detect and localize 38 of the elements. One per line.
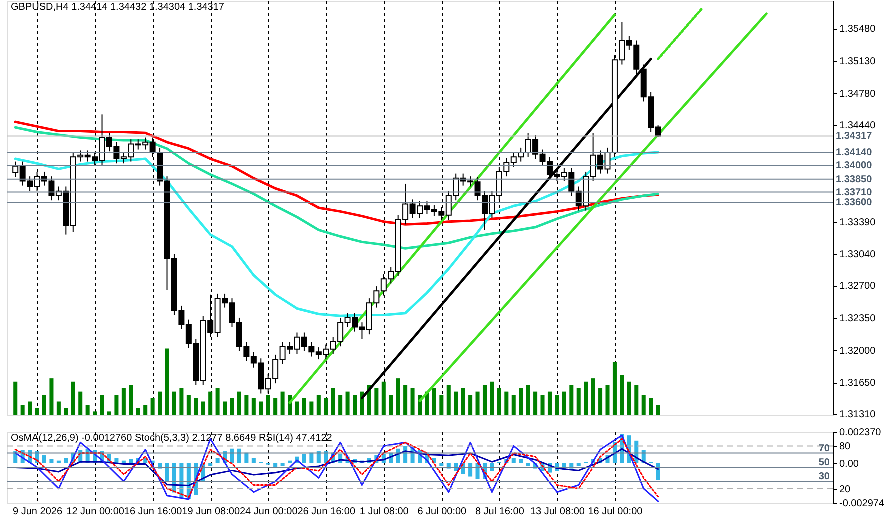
ref-line-label: 1.33850 [836,174,873,186]
ref-line-label: 70 [818,443,830,454]
y-tick-label: 0.00 [840,458,860,470]
x-tick-label: 19 Jun 08:00 [182,506,240,518]
ref-line-label: 30 [818,472,830,483]
ref-line-label: 1.33710 [836,187,873,198]
chart-title: GBPUSD,H4 1.34414 1.34432 1.34304 1.34317 [11,2,225,13]
y-tick-label: 1.35480 [840,24,876,36]
x-tick-label: 16 Jun 16:00 [124,506,183,518]
x-tick-label: 9 Jun 2026 [13,506,63,518]
ref-line-label: 50 [818,458,830,468]
x-tick-label: 16 Jul 00:00 [588,506,644,518]
y-tick-label: 1.32700 [840,281,876,292]
ref-line-label: 1.34140 [836,148,873,159]
y-tick-label: 1.34780 [840,88,876,100]
x-tick-label: 26 Jun 16:00 [298,506,356,518]
ref-line-label: 1.33600 [836,197,873,208]
y-tick-label: -0.002974 [840,498,885,510]
y-tick-label: 1.31310 [840,410,876,421]
y-tick-label: 1.32350 [840,313,876,324]
x-tick-label: 13 Jul 08:00 [530,506,586,518]
y2-tick-label: 80 [840,442,852,453]
x-tick-label: 12 Jun 00:00 [66,506,125,518]
ref-line-label: 1.34000 [836,160,873,172]
chart-title: OsMA(12,26,9) -0.0012760 Stoch(5,3,3) 2.1277 8.6649 RSI(14) 47.4122 [11,433,333,444]
y-tick-label: 1.31650 [840,378,876,390]
y2-tick-label: 20 [840,484,852,496]
x-tick-label: 1 Jul 08:00 [360,506,410,518]
y-tick-label: 1.35130 [840,56,876,68]
x-tick-label: 6 Jul 00:00 [418,506,468,518]
y-tick-label: 0.002370 [840,428,882,438]
y-tick-label: 1.32000 [840,346,876,357]
x-tick-label: 8 Jul 16:00 [475,506,525,518]
y-tick-label: 1.33390 [840,217,876,228]
y-tick-label: 1.33040 [840,250,876,261]
y-tick-label: 1.34440 [840,120,876,132]
ref-line-label: 1.34317 [836,131,873,142]
x-tick-label: 24 Jun 00:00 [240,506,298,518]
